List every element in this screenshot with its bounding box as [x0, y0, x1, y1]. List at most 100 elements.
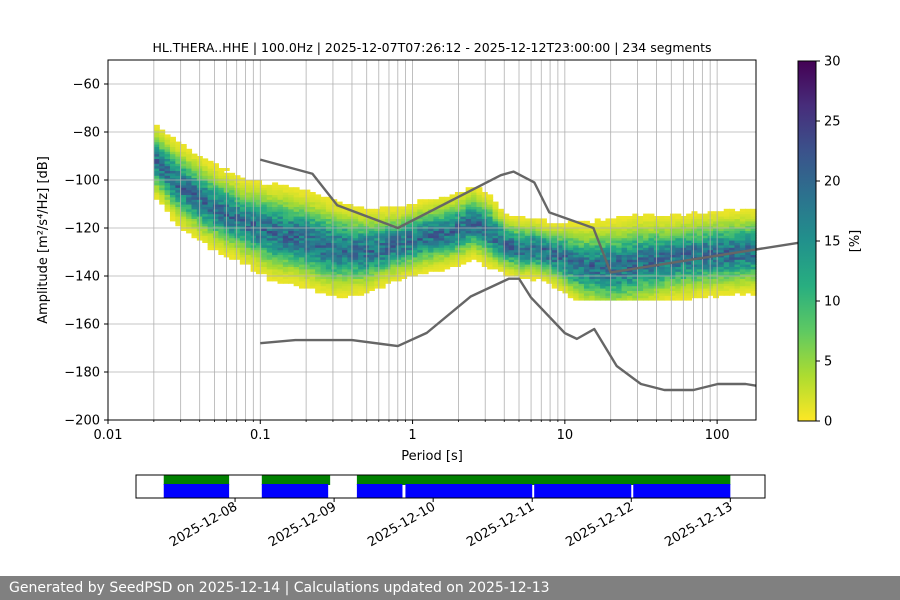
density-cell	[293, 256, 300, 260]
density-cell	[207, 206, 214, 210]
density-cell	[374, 285, 381, 289]
density-cell	[481, 249, 488, 253]
density-cell	[342, 285, 348, 289]
density-cell	[626, 280, 633, 284]
density-cell	[234, 206, 241, 210]
density-cell	[454, 264, 461, 267]
density-cell	[594, 295, 601, 299]
density-cell	[288, 276, 295, 279]
density-cell	[551, 252, 558, 255]
density-cell	[729, 259, 736, 263]
density-cell	[191, 223, 198, 227]
density-cell	[293, 206, 300, 210]
density-cell	[648, 285, 655, 289]
density-cell	[245, 194, 252, 198]
density-cell	[234, 225, 241, 229]
density-cell	[643, 254, 650, 258]
density-cell	[255, 259, 262, 263]
density-cell	[718, 232, 725, 236]
density-cell	[315, 220, 322, 224]
density-cell	[632, 280, 639, 284]
density-cell	[712, 278, 719, 282]
density-cell	[567, 228, 574, 231]
density-cell	[616, 228, 623, 231]
density-cell	[229, 228, 236, 231]
density-cell	[648, 252, 655, 255]
density-cell	[422, 216, 429, 219]
density-cell	[239, 211, 246, 215]
density-cell	[535, 261, 542, 265]
density-cell	[530, 228, 537, 231]
density-cell	[567, 254, 574, 258]
density-cell	[567, 292, 574, 296]
density-cell	[718, 285, 725, 289]
density-cell	[299, 256, 305, 260]
density-cell	[723, 266, 730, 270]
density-cell	[229, 240, 236, 243]
density-cell	[454, 244, 461, 248]
density-cell	[487, 237, 494, 241]
density-cell	[723, 213, 730, 217]
density-cell	[578, 264, 585, 267]
density-cell	[729, 283, 736, 287]
density-cell	[331, 247, 338, 251]
density-cell	[562, 259, 569, 263]
density-cell	[277, 237, 284, 241]
density-cell	[686, 280, 693, 284]
density-cell	[729, 235, 736, 239]
density-cell	[320, 288, 327, 291]
density-cell	[637, 283, 644, 287]
density-cell	[422, 271, 429, 275]
density-cell	[202, 180, 209, 183]
density-cell	[712, 249, 719, 253]
density-cell	[277, 249, 284, 253]
density-cell	[503, 242, 510, 246]
density-cell	[481, 228, 488, 231]
density-cell	[707, 288, 714, 291]
density-cell	[395, 228, 402, 231]
density-cell	[648, 244, 655, 248]
density-cell	[304, 256, 311, 260]
density-cell	[675, 273, 682, 277]
density-cell	[540, 218, 547, 222]
density-cell	[702, 223, 709, 227]
density-cell	[729, 232, 736, 236]
density-cell	[734, 266, 741, 270]
density-cell	[299, 276, 305, 279]
density-cell	[277, 225, 284, 229]
density-cell	[659, 278, 666, 282]
density-cell	[218, 223, 225, 227]
density-cell	[245, 259, 252, 263]
density-cell	[218, 204, 225, 207]
density-cell	[352, 292, 359, 296]
density-cell	[331, 290, 338, 294]
density-cell	[600, 244, 607, 248]
density-cell	[632, 295, 639, 299]
density-cell	[374, 261, 381, 265]
density-cell	[379, 225, 386, 229]
density-cell	[229, 196, 236, 200]
density-cell	[648, 223, 655, 227]
density-cell	[320, 235, 327, 239]
density-cell	[621, 264, 628, 267]
density-cell	[186, 148, 193, 152]
density-cell	[686, 249, 693, 253]
density-cell	[626, 285, 633, 289]
density-cell	[589, 230, 596, 234]
density-cell	[562, 228, 569, 231]
density-cell	[401, 259, 408, 263]
density-cell	[476, 220, 483, 224]
density-cell	[239, 196, 246, 200]
density-cell	[562, 240, 569, 243]
density-cell	[739, 228, 746, 231]
density-cell	[255, 244, 262, 248]
density-cell	[476, 230, 483, 234]
density-cell	[578, 237, 585, 241]
density-cell	[358, 240, 365, 243]
density-cell	[261, 259, 268, 263]
density-cell	[669, 235, 676, 239]
density-cell	[336, 244, 343, 248]
density-cell	[186, 175, 193, 179]
density-cell	[331, 244, 338, 248]
density-cell	[342, 244, 348, 248]
